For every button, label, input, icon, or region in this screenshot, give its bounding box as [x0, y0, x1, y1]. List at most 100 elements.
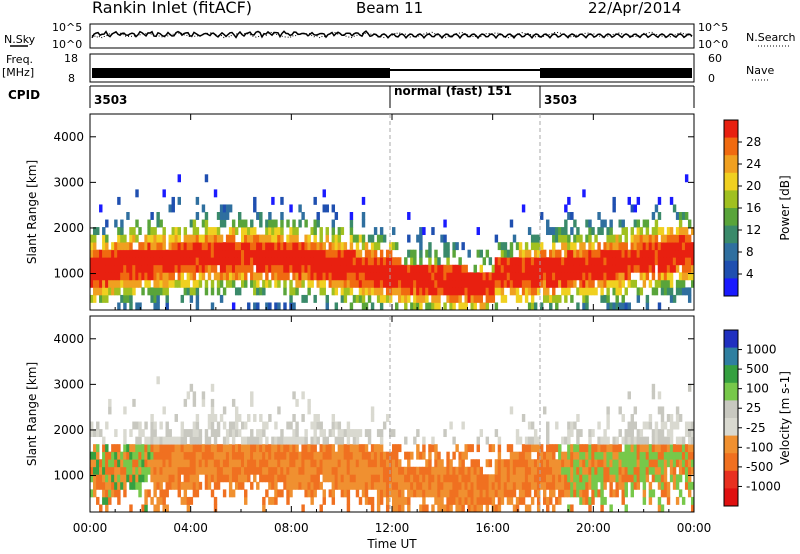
range-gate-cell	[404, 496, 408, 505]
range-gate-cell	[567, 242, 571, 251]
range-gate-cell	[687, 451, 692, 460]
range-gate-cell	[289, 459, 293, 468]
range-gate-cell	[413, 466, 417, 475]
range-gate-cell	[627, 436, 631, 445]
range-gate-cell	[446, 264, 450, 273]
range-gate-cell	[497, 444, 502, 453]
range-gate-cell	[636, 466, 641, 475]
range-gate-cell	[404, 451, 408, 460]
range-gate-cell	[111, 451, 115, 460]
range-gate-cell	[213, 234, 218, 243]
range-gate-cell	[533, 234, 538, 243]
range-gate-cell	[425, 466, 429, 475]
range-gate-cell	[382, 421, 387, 430]
range-gate-cell	[280, 234, 284, 243]
range-gate-cell	[340, 436, 345, 445]
range-gate-cell	[108, 287, 112, 296]
range-gate-cell	[111, 249, 115, 258]
range-gate-cell	[277, 242, 281, 251]
range-gate-cell	[558, 466, 562, 475]
range-gate-cell	[210, 421, 215, 430]
range-gate-cell	[370, 272, 375, 281]
range-gate-cell	[455, 287, 459, 296]
range-gate-cell	[485, 481, 490, 490]
range-gate-cell	[543, 257, 547, 266]
range-gate-cell	[636, 234, 641, 243]
range-gate-cell	[259, 436, 263, 445]
range-gate-cell	[195, 257, 200, 266]
range-gate-cell	[621, 414, 625, 422]
range-gate-cell	[681, 496, 686, 505]
range-gate-cell	[467, 249, 471, 258]
range-gate-cell	[120, 227, 124, 236]
range-gate-cell	[440, 264, 444, 273]
range-gate-cell	[222, 406, 227, 415]
range-gate-cell	[180, 466, 185, 475]
range-gate-cell	[141, 249, 145, 258]
range-gate-cell	[367, 279, 372, 288]
range-gate-cell	[549, 272, 553, 281]
range-gate-cell	[331, 264, 336, 273]
range-gate-cell	[521, 264, 526, 273]
range-gate-cell	[165, 451, 169, 460]
range-gate-cell	[96, 421, 100, 430]
range-gate-cell	[135, 257, 139, 266]
range-gate-cell	[165, 436, 169, 445]
range-gate-cell	[669, 466, 674, 475]
range-gate-cell	[355, 279, 360, 288]
range-gate-cell	[280, 459, 284, 468]
range-gate-cell	[410, 279, 414, 288]
range-gate-cell	[183, 459, 188, 468]
range-gate-cell	[612, 459, 616, 468]
range-gate-cell	[443, 234, 447, 243]
range-gate-cell	[201, 249, 206, 258]
range-gate-cell	[102, 279, 106, 288]
range-gate-cell	[274, 459, 278, 468]
range-gate-cell	[521, 257, 526, 266]
range-gate-cell	[331, 234, 336, 243]
range-gate-cell	[295, 257, 299, 266]
range-gate-cell	[576, 264, 580, 273]
range-gate-cell	[398, 496, 402, 505]
range-gate-cell	[346, 459, 351, 468]
range-gate-cell	[672, 466, 677, 475]
range-gate-cell	[422, 227, 426, 236]
range-gate-cell	[123, 257, 127, 266]
range-gate-cell	[419, 489, 423, 498]
range-gate-cell	[500, 264, 505, 273]
range-gate-cell	[678, 279, 683, 288]
range-gate-cell	[404, 287, 408, 296]
range-gate-cell	[204, 279, 209, 288]
range-gate-cell	[385, 264, 390, 273]
range-gate-cell	[672, 474, 677, 483]
range-gate-cell	[123, 302, 127, 311]
range-gate-cell	[660, 242, 665, 251]
range-gate-cell	[262, 496, 266, 505]
range-gate-cell	[114, 272, 118, 281]
range-gate-cell	[509, 272, 514, 281]
range-gate-cell	[189, 264, 194, 273]
range-gate-cell	[473, 279, 477, 288]
range-gate-cell	[231, 257, 236, 266]
range-gate-cell	[231, 302, 236, 311]
range-gate-cell	[268, 459, 272, 468]
range-gate-cell	[259, 287, 263, 296]
range-gate-cell	[153, 466, 157, 475]
range-gate-cell	[331, 219, 336, 228]
range-gate-cell	[162, 459, 166, 468]
range-gate-cell	[681, 249, 686, 258]
range-gate-cell	[171, 474, 175, 483]
range-gate-cell	[485, 496, 490, 505]
range-gate-cell	[669, 294, 674, 303]
range-gate-cell	[648, 242, 653, 251]
range-gate-cell	[473, 272, 477, 281]
range-gate-cell	[331, 272, 336, 281]
range-gate-cell	[458, 466, 462, 475]
range-gate-cell	[274, 489, 278, 498]
range-gate-cell	[313, 459, 317, 468]
range-gate-cell	[129, 474, 133, 483]
range-gate-cell	[552, 444, 556, 453]
range-gate-cell	[512, 234, 517, 243]
range-gate-cell	[494, 272, 499, 281]
range-gate-cell	[506, 264, 511, 273]
